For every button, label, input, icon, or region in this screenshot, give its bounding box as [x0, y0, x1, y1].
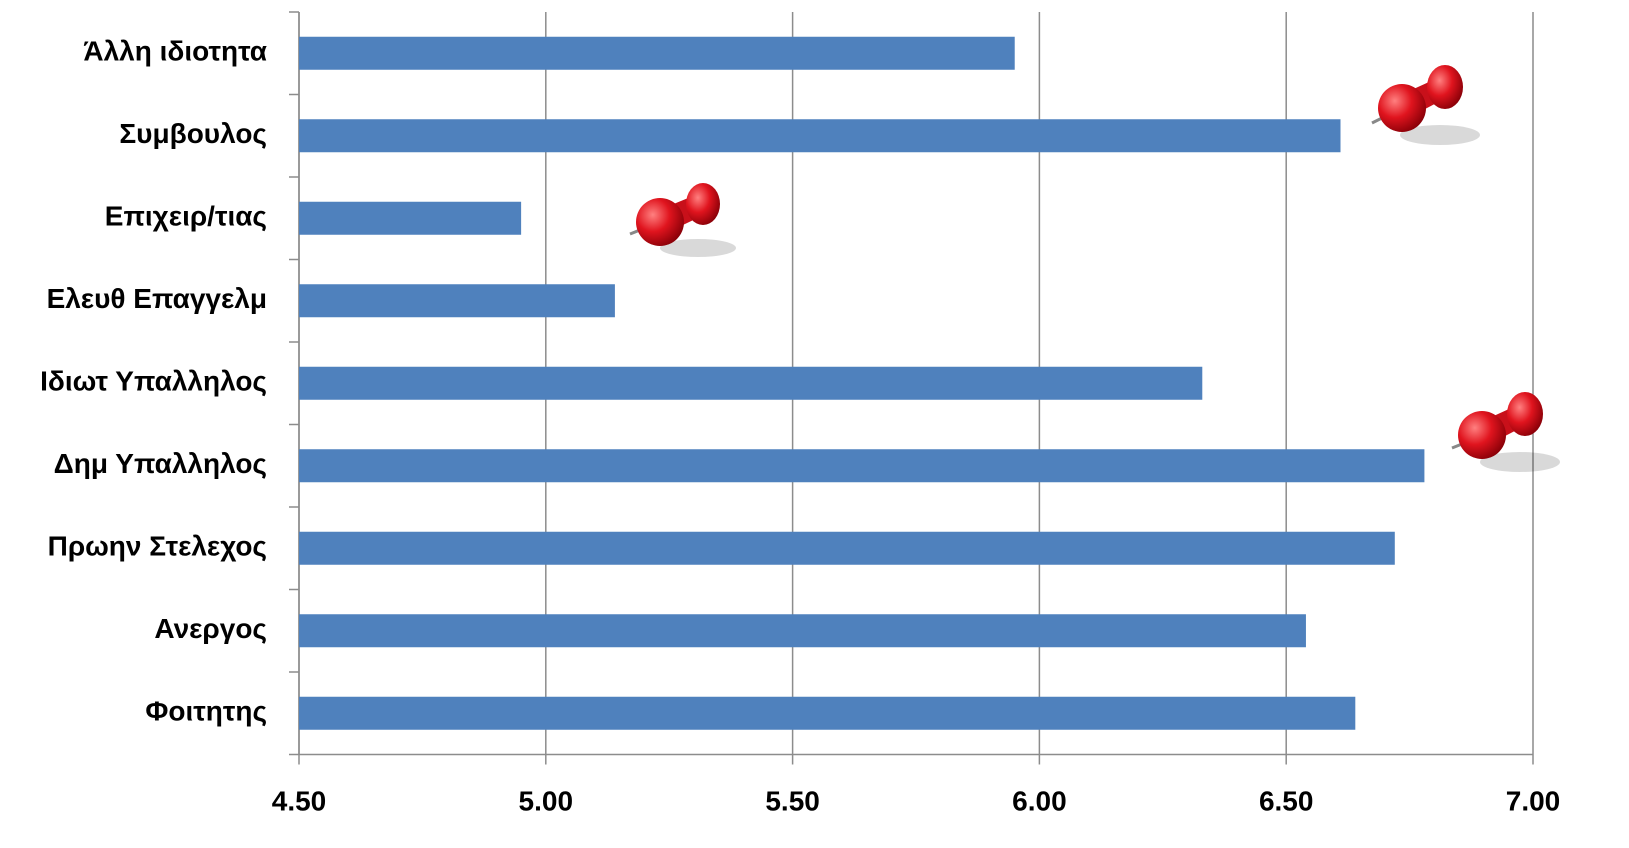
y-tick-label: Δημ Υπαλληλος	[54, 448, 267, 479]
x-tick-label: 6.00	[1012, 785, 1067, 816]
y-tick-label: Ιδιωτ Υπαλληλος	[40, 366, 267, 397]
bar	[299, 201, 522, 235]
y-tick-label: Συμβουλος	[119, 118, 267, 149]
y-tick-label: Άλλη ιδιοτητα	[83, 36, 267, 67]
pushpin	[1451, 392, 1560, 472]
bar	[299, 531, 1395, 565]
bar	[299, 119, 1341, 153]
bar	[299, 284, 615, 318]
y-tick-label: Ανεργος	[154, 613, 267, 644]
bar	[299, 449, 1425, 483]
y-tick-label: Ελευθ Επαγγελμ	[47, 283, 267, 314]
bar	[299, 696, 1356, 730]
x-tick-label: 7.00	[1506, 785, 1561, 816]
y-tick-label: Επιχειρ/τιας	[105, 201, 267, 232]
x-tick-label: 4.50	[272, 785, 327, 816]
bar	[299, 614, 1306, 648]
bars	[299, 36, 1425, 730]
pushpin	[629, 183, 736, 257]
pushpin	[1371, 65, 1480, 145]
y-tick-label: Πρωην Στελεχος	[48, 531, 267, 562]
x-tick-label: 6.50	[1259, 785, 1314, 816]
x-tick-label: 5.50	[765, 785, 820, 816]
bar	[299, 366, 1203, 400]
y-tick-label: Φοιτητης	[145, 696, 267, 727]
bar	[299, 36, 1015, 70]
x-tick-label: 5.00	[519, 785, 574, 816]
